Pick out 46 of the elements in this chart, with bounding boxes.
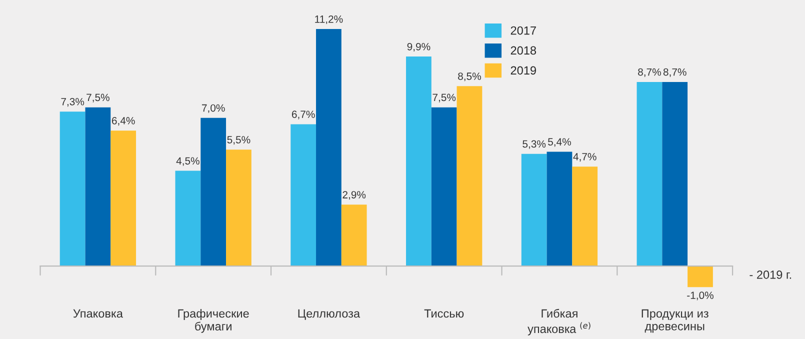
bar — [431, 107, 457, 266]
bar — [85, 107, 111, 266]
data-label: 11,2% — [315, 15, 343, 24]
data-label: 2,9% — [342, 191, 366, 200]
data-label: 5,4% — [548, 138, 571, 147]
bar — [341, 204, 367, 266]
legend-label: 2019 — [510, 66, 536, 75]
bar — [406, 56, 432, 266]
data-label: 5,3% — [522, 140, 546, 149]
bar — [456, 86, 482, 266]
data-label: -1,0% — [687, 292, 714, 300]
bar — [316, 29, 342, 266]
bar — [662, 82, 688, 266]
x-tick-label: Графические бумаги — [178, 309, 249, 333]
data-label: 8,7% — [663, 68, 686, 77]
x-tick-label: Гибкая упаковка $^{(e)}$ — [528, 308, 590, 336]
bar — [290, 124, 316, 266]
bar — [226, 150, 252, 266]
data-label: 7,0% — [202, 104, 225, 113]
bar — [688, 266, 713, 288]
data-label: 8,5% — [458, 72, 481, 82]
x-tick-label: Продукци из древесины — [642, 309, 708, 333]
text: - 2019 г. — [750, 270, 792, 279]
bar — [546, 152, 572, 266]
data-label: 6,4% — [112, 117, 135, 126]
bar — [200, 118, 226, 266]
data-label: 8,7% — [638, 68, 661, 77]
data-label: 7,3% — [61, 98, 84, 107]
data-label: 4,7% — [573, 153, 596, 162]
data-label: 5,5% — [227, 136, 250, 145]
bar — [110, 130, 136, 266]
legend-label: 2017 — [510, 26, 536, 35]
data-label: 7,5% — [86, 94, 110, 102]
x-tick-label: Целлюлоза — [298, 309, 360, 320]
data-label: 7,5% — [432, 94, 456, 102]
x-tick-label: Тиссью — [424, 309, 464, 318]
bar — [521, 154, 547, 266]
bar — [60, 112, 86, 266]
data-label: 6,7% — [292, 110, 315, 120]
data-label: 9,9% — [407, 42, 430, 52]
bar — [636, 82, 662, 266]
legend-label: 2018 — [510, 46, 536, 55]
data-label: 4,5% — [176, 157, 200, 166]
x-tick-label: Упаковка — [73, 309, 123, 318]
bar — [572, 166, 598, 266]
bar — [175, 170, 201, 266]
